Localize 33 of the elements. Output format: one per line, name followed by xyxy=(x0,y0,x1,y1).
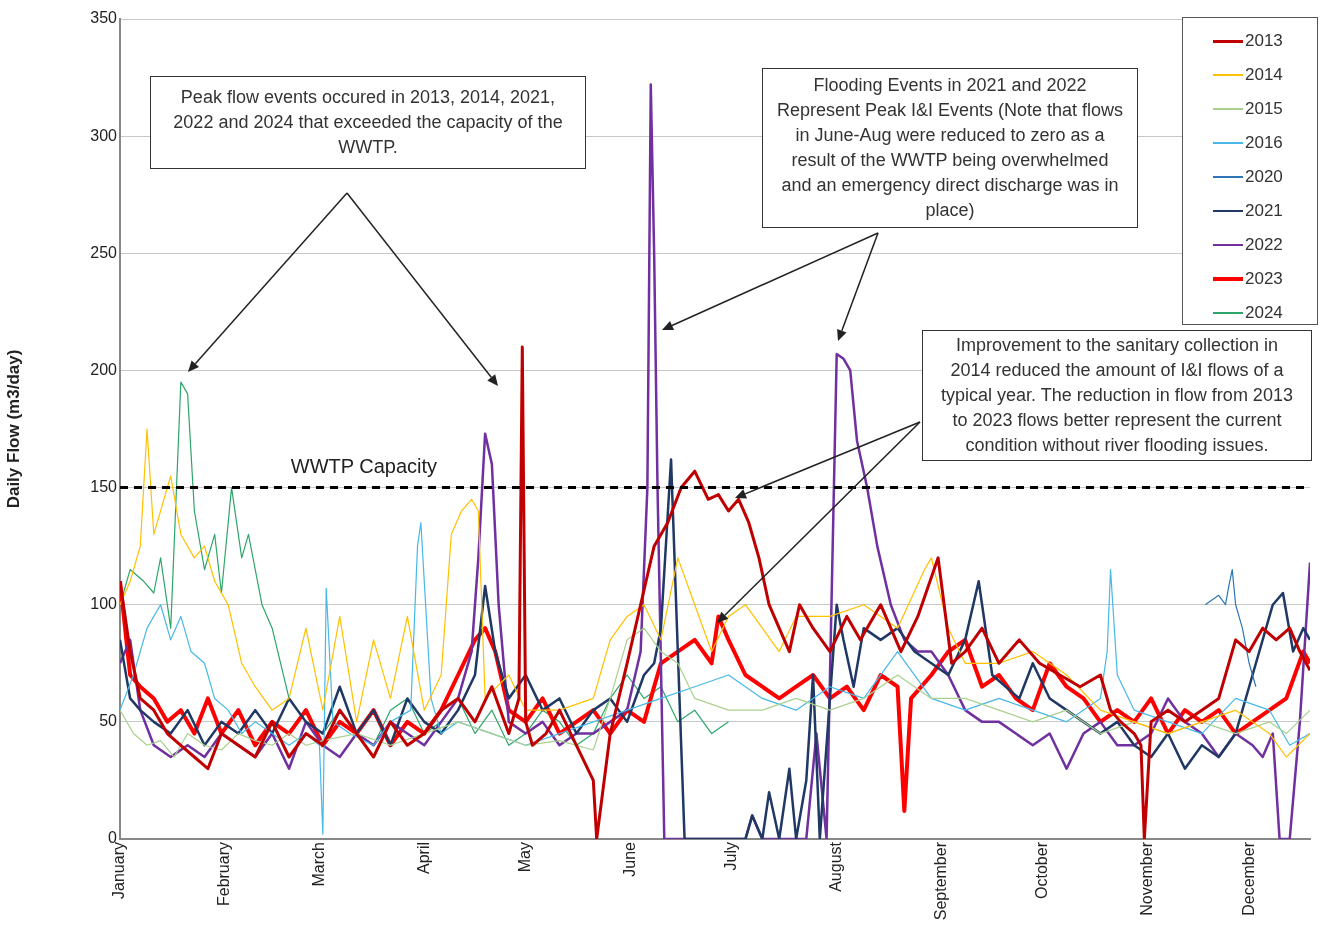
y-tick-label: 150 xyxy=(90,477,118,495)
y-tick-label: 250 xyxy=(90,243,118,261)
annotation: Flooding Events in 2021 and 2022 Represent Peak I&I Events (Note that flows in June-Aug were reduced to zero as a result of the WWTP being overwhelmed and an emergency direct discharge was in place) xyxy=(762,68,1138,228)
annotation: Improvement to the sanitary collection in 2014 reduced the amount of I&I flows of a typical year. The reduction in flow from 2013 to 2023 flows better represent the current condition without river flooding issues. xyxy=(922,330,1312,461)
x-tick-label: July xyxy=(722,842,740,871)
annotation: Peak flow events occured in 2013, 2014, 2021, 2022 and 2024 that exceeded the capacity of the WWTP. xyxy=(150,76,586,169)
x-tick-label: February xyxy=(215,842,233,907)
x-tick-label: June xyxy=(620,841,638,877)
legend-label: 2013 xyxy=(1245,31,1283,51)
legend-label: 2021 xyxy=(1245,201,1283,221)
legend-label: 2023 xyxy=(1245,269,1283,289)
x-tick-label: September xyxy=(931,841,949,921)
ref-line-label: WWTP Capacity xyxy=(290,455,438,478)
legend-label: 2024 xyxy=(1245,303,1283,323)
x-tick-label: November xyxy=(1138,841,1156,916)
x-tick-label: April xyxy=(414,842,432,875)
x-tick-label: May xyxy=(516,842,534,873)
x-tick-label: August xyxy=(827,841,845,892)
legend-label: 2014 xyxy=(1245,65,1283,85)
y-tick-label: 300 xyxy=(90,126,118,144)
legend-label: 2016 xyxy=(1245,133,1283,153)
x-tick-label: October xyxy=(1033,841,1051,899)
y-tick-label: 350 xyxy=(90,9,118,27)
y-tick-label: 100 xyxy=(90,595,118,613)
legend-label: 2015 xyxy=(1245,99,1283,119)
x-tick-label: December xyxy=(1239,841,1257,916)
y-axis-title: Daily Flow (m3/day) xyxy=(3,349,23,509)
y-tick-label: 200 xyxy=(90,360,118,378)
y-tick-label: 50 xyxy=(99,712,118,730)
x-tick-label: January xyxy=(110,842,128,899)
legend-label: 2020 xyxy=(1245,167,1283,187)
x-tick-label: March xyxy=(309,842,327,887)
legend-label: 2022 xyxy=(1245,235,1283,255)
